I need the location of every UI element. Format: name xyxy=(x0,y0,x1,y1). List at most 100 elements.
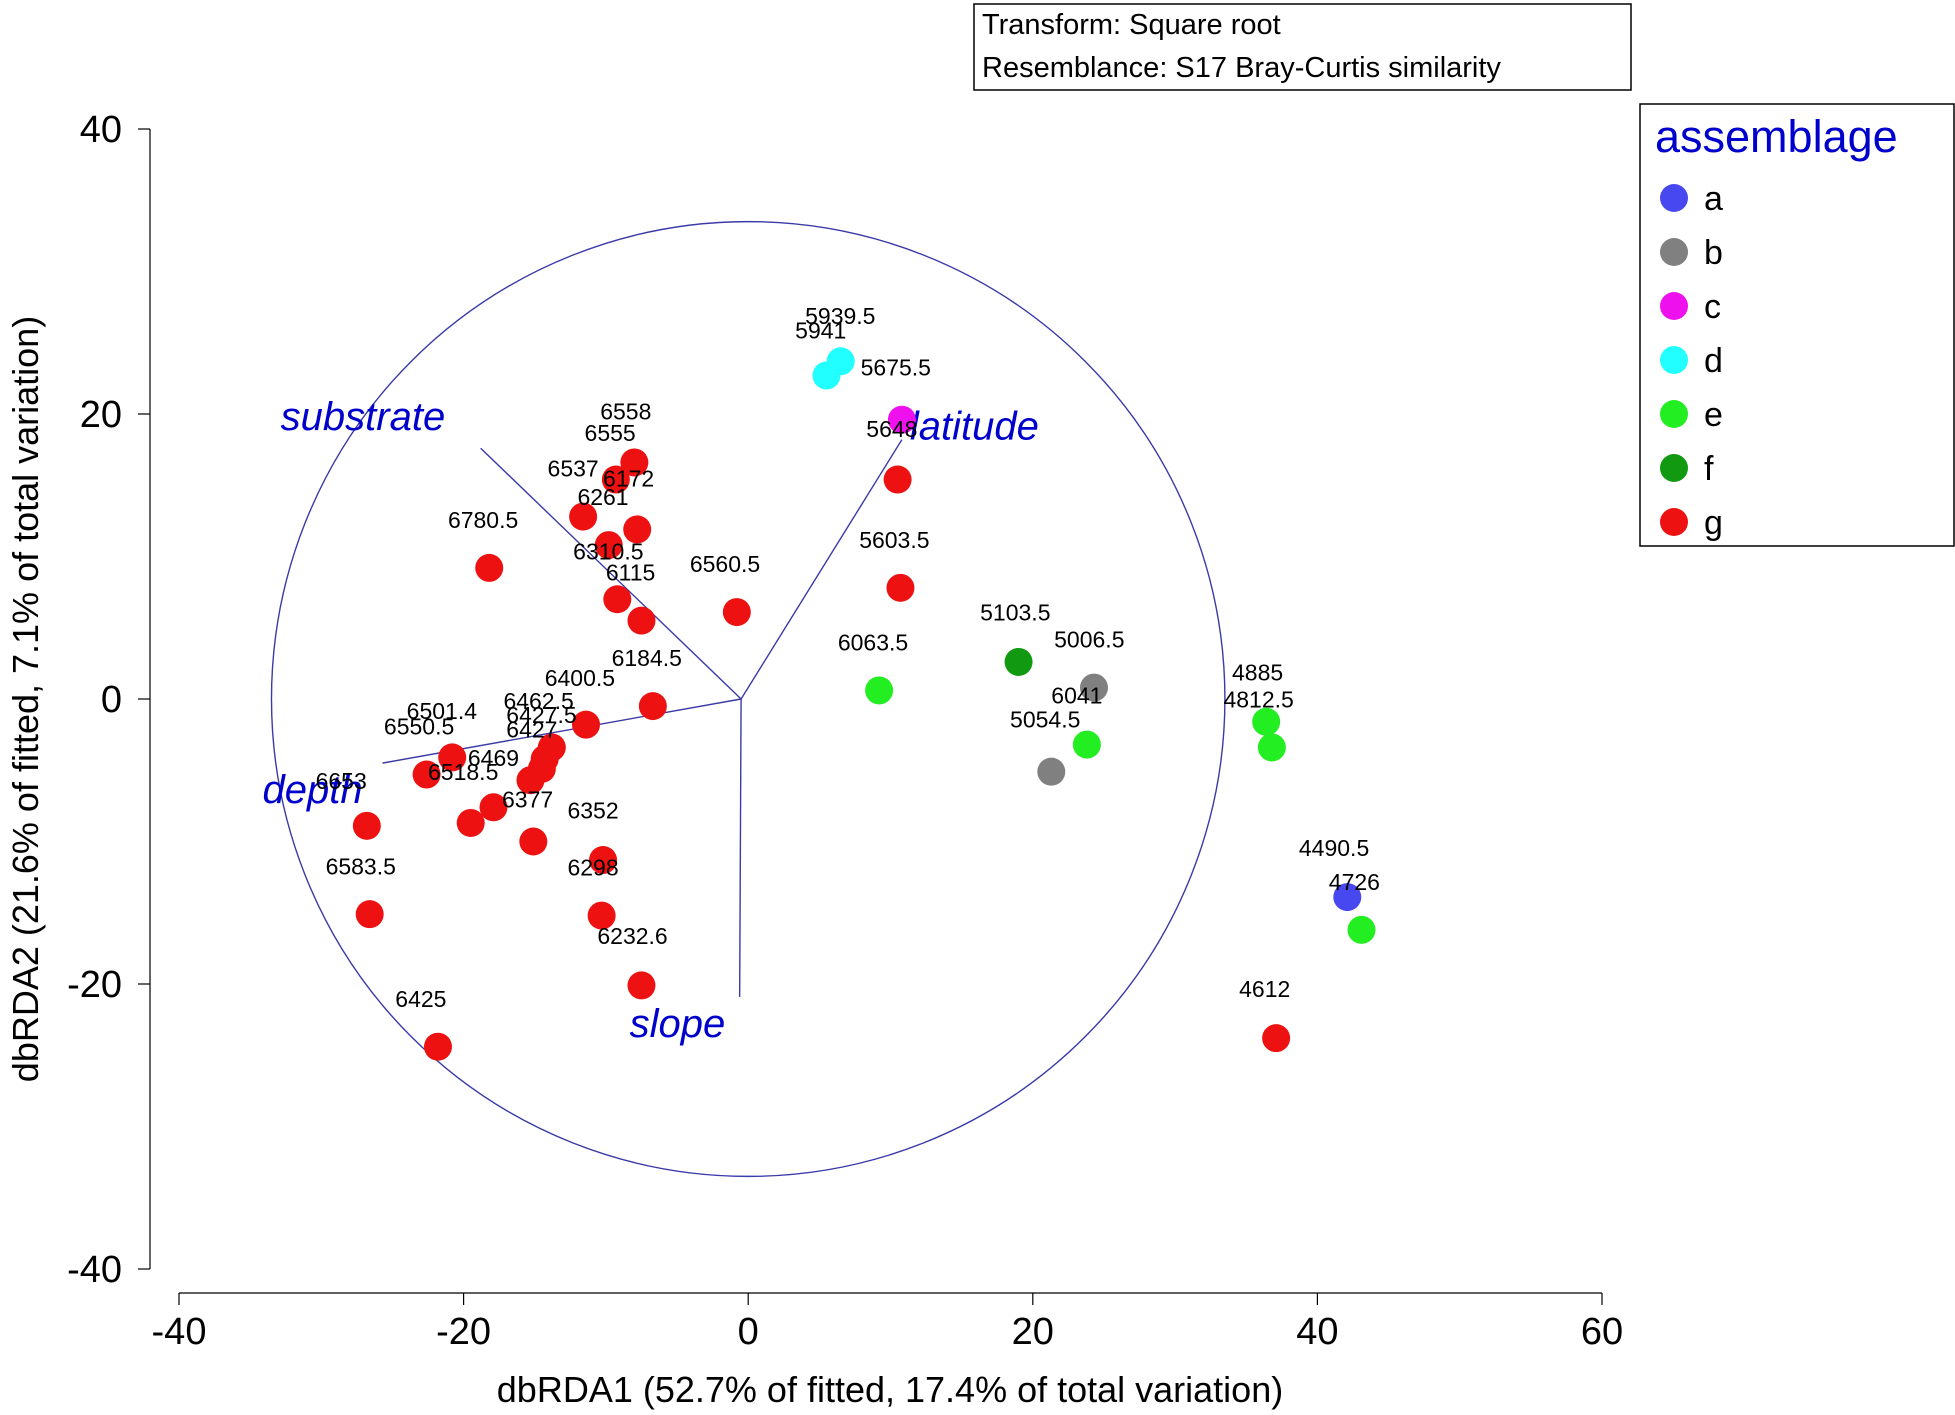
point-label: 6063.5 xyxy=(838,630,908,656)
point-g xyxy=(352,811,381,840)
vector-label-depth: depth xyxy=(262,768,362,812)
x-axis-title: dbRDA1 (52.7% of fitted, 17.4% of total … xyxy=(497,1369,1283,1410)
point-label: 6583.5 xyxy=(326,853,396,879)
y-tick-label: 40 xyxy=(80,109,122,151)
points xyxy=(352,347,1376,1061)
vector-label-latitude: latitude xyxy=(910,405,1039,449)
y-axis-title: dbRDA2 (21.6% of fitted, 7.1% of total v… xyxy=(5,316,46,1082)
point-label: 6780.5 xyxy=(448,507,518,533)
legend-marker-a xyxy=(1660,184,1688,212)
point-label: 6560.5 xyxy=(690,551,760,577)
info-transform: Transform: Square root xyxy=(982,9,1281,41)
point-g xyxy=(620,448,649,477)
point-label: 6232.6 xyxy=(597,923,667,949)
point-e xyxy=(1252,707,1281,736)
point-g xyxy=(571,710,600,739)
point-label: 6653 xyxy=(316,768,367,794)
x-tick-label: 20 xyxy=(1012,1311,1054,1353)
point-label: 5941 xyxy=(795,317,846,343)
legend-label-g: g xyxy=(1704,504,1723,542)
point-g xyxy=(475,553,504,582)
point-f xyxy=(1004,647,1033,676)
point-g xyxy=(412,760,441,789)
point-label: 6462.5 xyxy=(503,688,573,714)
legend-marker-f xyxy=(1660,454,1688,482)
point-label: 4812.5 xyxy=(1223,687,1293,713)
vectors: substrate latitude depth slope xyxy=(262,395,1038,1046)
point-label: 4885 xyxy=(1232,659,1283,685)
point-g xyxy=(886,573,915,602)
point-g xyxy=(516,766,545,795)
point-label: 5939.5 xyxy=(805,303,875,329)
y-tick-label: 0 xyxy=(101,679,122,721)
point-g xyxy=(587,901,616,930)
legend-label-a: a xyxy=(1704,180,1723,218)
point-label: 6427.5 xyxy=(506,702,576,728)
point-label: 4726 xyxy=(1329,869,1380,895)
point-g xyxy=(355,900,384,929)
legend-marker-g xyxy=(1660,508,1688,536)
vector-latitude xyxy=(740,439,903,700)
y-tick-label: 20 xyxy=(80,394,122,436)
x-tick-label: -40 xyxy=(152,1311,207,1353)
point-label: 6400.5 xyxy=(545,665,615,691)
point-label: 6550.5 xyxy=(384,714,454,740)
point-g xyxy=(594,531,623,560)
point-e xyxy=(865,676,894,705)
point-g xyxy=(601,465,630,494)
x-tick-label: 60 xyxy=(1581,1311,1623,1353)
point-b xyxy=(1079,673,1108,702)
point-label: 6041 xyxy=(1051,682,1102,708)
x-tick-label: -20 xyxy=(436,1311,491,1353)
point-g xyxy=(569,502,598,531)
point-e xyxy=(1072,730,1101,759)
point-label: 6518.5 xyxy=(428,759,498,785)
point-g xyxy=(438,743,467,772)
point-label: 6261 xyxy=(577,484,628,510)
x-tick-label: 0 xyxy=(738,1311,759,1353)
point-label: 5603.5 xyxy=(859,527,929,553)
point-label: 6352 xyxy=(567,798,618,824)
legend-label-d: d xyxy=(1704,342,1723,380)
point-a xyxy=(1333,883,1362,912)
info-box: Transform: Square root Resemblance: S17 … xyxy=(973,3,1632,91)
legend-marker-c xyxy=(1660,292,1688,320)
point-label: 6298 xyxy=(567,855,618,881)
point-label: 6558 xyxy=(600,399,651,425)
point-label: 6555 xyxy=(585,420,636,446)
point-label: 6172 xyxy=(603,466,654,492)
legend-title: assemblage xyxy=(1655,111,1898,162)
y-tick-label: -40 xyxy=(67,1249,122,1291)
point-label: 4612 xyxy=(1239,976,1290,1002)
x-tick-label: 40 xyxy=(1296,1311,1338,1353)
point-labels: 5939.559415675.556485603.56063.55103.550… xyxy=(316,303,1380,1012)
point-label: 5648 xyxy=(866,416,917,442)
point-label: 6427 xyxy=(506,716,557,742)
info-resemblance: Resemblance: S17 Bray-Curtis similarity xyxy=(982,52,1501,84)
legend-label-b: b xyxy=(1704,234,1723,272)
point-e xyxy=(1257,733,1286,762)
point-g xyxy=(627,971,656,1000)
point-g xyxy=(627,606,656,635)
y-tick-label: -20 xyxy=(67,964,122,1006)
point-c xyxy=(887,405,916,434)
point-e xyxy=(1347,915,1376,944)
legend-marker-b xyxy=(1660,238,1688,266)
point-g xyxy=(519,827,548,856)
vector-substrate xyxy=(480,447,742,700)
correlation-circle xyxy=(270,220,1226,1178)
point-label: 6310.5 xyxy=(573,538,643,564)
vector-label-substrate: substrate xyxy=(281,395,446,439)
point-label: 4490.5 xyxy=(1299,835,1369,861)
point-g xyxy=(456,808,485,837)
point-label: 5006.5 xyxy=(1054,627,1124,653)
point-label: 5103.5 xyxy=(980,600,1050,626)
legend-label-e: e xyxy=(1704,396,1723,434)
legend-marker-d xyxy=(1660,346,1688,374)
x-ticks: -40 -20 0 20 40 60 xyxy=(152,1293,1623,1353)
vector-slope xyxy=(738,698,742,997)
point-b xyxy=(1037,757,1066,786)
